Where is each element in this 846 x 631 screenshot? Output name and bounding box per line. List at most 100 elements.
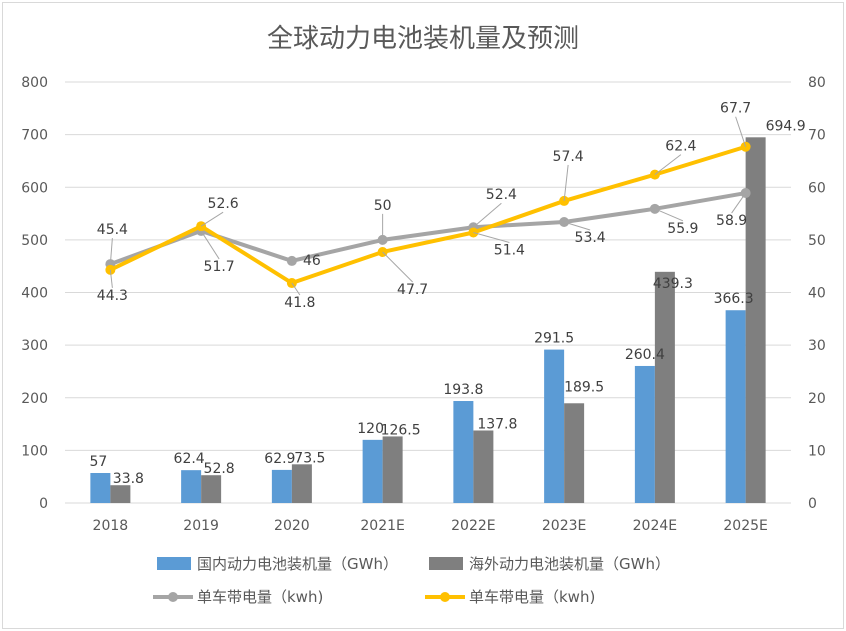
line-gray-label: 58.9 — [716, 213, 747, 229]
x-tick-label: 2021E — [360, 518, 404, 534]
bar-overseas — [564, 403, 585, 503]
bar-domestic-label: 366.3 — [714, 291, 754, 307]
y-axis-left: 0 100 200 300 400 500 600 700 800 — [21, 75, 48, 512]
line-gray-label: 46 — [303, 253, 321, 269]
y-left-tick-label: 400 — [21, 286, 48, 302]
bar-domestic-label: 62.9 — [264, 451, 295, 467]
line-gray-label: 45.4 — [97, 222, 128, 238]
line-yellow-series — [109, 144, 747, 286]
bar-domestic — [544, 349, 565, 503]
data-labels: 57 62.4 62.9 120 193.8 291.5 260.4 366.3 33.8 52.… — [89, 101, 805, 487]
y-right-tick-label: 80 — [808, 75, 826, 91]
line-yellow-label: 47.7 — [397, 282, 428, 298]
x-tick-label: 2023E — [542, 518, 586, 534]
line-yellow-label: 57.4 — [553, 149, 584, 165]
leader-line — [735, 116, 747, 147]
legend-label: 单车带电量（kwh) — [197, 588, 323, 606]
x-tick-label: 2022E — [451, 518, 495, 534]
chart-title: 全球动力电池装机量及预测 — [266, 24, 579, 54]
bar-overseas-label: 73.5 — [294, 450, 325, 466]
line-yellow-label: 67.7 — [720, 101, 751, 117]
x-tick-label: 2024E — [633, 518, 677, 534]
leader-line — [382, 251, 413, 283]
bar-domestic-label: 120 — [357, 421, 384, 437]
bar-overseas-label: 694.9 — [766, 118, 806, 134]
line-gray-label: 50 — [374, 198, 392, 214]
x-tick-label: 2018 — [93, 518, 129, 534]
x-tick-label: 2020 — [274, 518, 310, 534]
leader-line — [473, 202, 502, 228]
bar-overseas-label: 33.8 — [113, 471, 144, 487]
bar-overseas — [382, 436, 403, 503]
leader-line — [200, 230, 220, 260]
leader-line — [731, 192, 747, 214]
leader-line — [563, 164, 569, 201]
y-right-tick-label: 40 — [808, 286, 826, 302]
legend: 国内动力电池装机量（GWh） 海外动力电池装机量（GWh） 单车带电量（kwh) 单车… — [153, 555, 670, 606]
bar-domestic-label: 260.4 — [625, 347, 665, 363]
line-yellow-label: 51.4 — [494, 243, 525, 259]
leader-line — [473, 232, 510, 243]
y-right-tick-label: 60 — [808, 180, 826, 196]
x-tick-label: 2019 — [183, 518, 219, 534]
bar-overseas — [201, 475, 222, 503]
y-axis-right: 0 10 20 30 40 50 60 70 80 — [808, 75, 826, 512]
line-yellow-label: 62.4 — [665, 139, 696, 155]
line-yellow-label: 44.3 — [97, 288, 128, 304]
line-yellow-label: 52.6 — [208, 196, 239, 212]
bar-overseas-label: 52.8 — [204, 461, 235, 477]
y-left-tick-label: 0 — [39, 496, 48, 512]
y-right-tick-label: 20 — [808, 391, 826, 407]
bar-overseas-label: 126.5 — [381, 422, 421, 438]
legend-label: 国内动力电池装机量（GWh） — [197, 555, 398, 573]
line-series — [105, 141, 751, 289]
point-gray — [286, 255, 297, 266]
x-axis: 2018 2019 2020 2021E 2022E 2023E 2024E 2025E — [93, 518, 768, 534]
leader-line — [563, 221, 591, 231]
bar-domestic-label: 193.8 — [443, 382, 483, 398]
bar-domestic — [271, 469, 292, 503]
y-left-tick-label: 500 — [21, 233, 48, 249]
y-right-tick-label: 70 — [808, 128, 826, 144]
bar-overseas — [654, 271, 675, 503]
legend-swatch-overseas — [429, 557, 463, 570]
leader-line — [109, 238, 113, 265]
y-left-tick-label: 600 — [21, 180, 48, 196]
bar-overseas-label: 137.8 — [477, 416, 517, 432]
bar-domestic — [725, 310, 746, 503]
bar-overseas — [745, 137, 766, 503]
line-gray-label: 52.4 — [486, 187, 517, 203]
y-left-tick-label: 800 — [21, 75, 48, 91]
bar-domestic — [634, 365, 655, 503]
bar-domestic — [181, 470, 202, 503]
leader-line — [654, 154, 682, 176]
legend-swatch-domestic — [157, 557, 191, 570]
bar-domestic-label: 291.5 — [534, 331, 574, 347]
bar-domestic — [362, 439, 383, 503]
y-right-tick-label: 10 — [808, 443, 826, 459]
line-yellow-label: 41.8 — [284, 295, 315, 311]
leader-line — [109, 269, 113, 288]
y-left-tick-label: 300 — [21, 338, 48, 354]
x-tick-label: 2025E — [723, 518, 767, 534]
bar-overseas — [110, 485, 131, 503]
bar-overseas-label: 439.3 — [653, 276, 693, 292]
y-left-tick-label: 700 — [21, 128, 48, 144]
legend-marker — [168, 592, 178, 602]
bar-overseas-label: 189.5 — [564, 379, 604, 395]
line-gray-label: 55.9 — [667, 221, 698, 237]
bar-domestic-label: 57 — [89, 454, 107, 470]
y-right-tick-label: 50 — [808, 233, 826, 249]
line-gray-label: 51.7 — [204, 259, 235, 275]
legend-label: 海外动力电池装机量（GWh） — [469, 555, 670, 573]
legend-label: 单车带电量（kwh) — [469, 588, 595, 606]
bar-domestic — [90, 473, 111, 503]
line-gray-label: 53.4 — [575, 230, 606, 246]
bar-domestic — [453, 401, 474, 503]
legend-marker — [440, 592, 450, 602]
leader-line — [291, 282, 301, 296]
leader-line — [200, 211, 224, 227]
bar-overseas — [291, 464, 312, 503]
